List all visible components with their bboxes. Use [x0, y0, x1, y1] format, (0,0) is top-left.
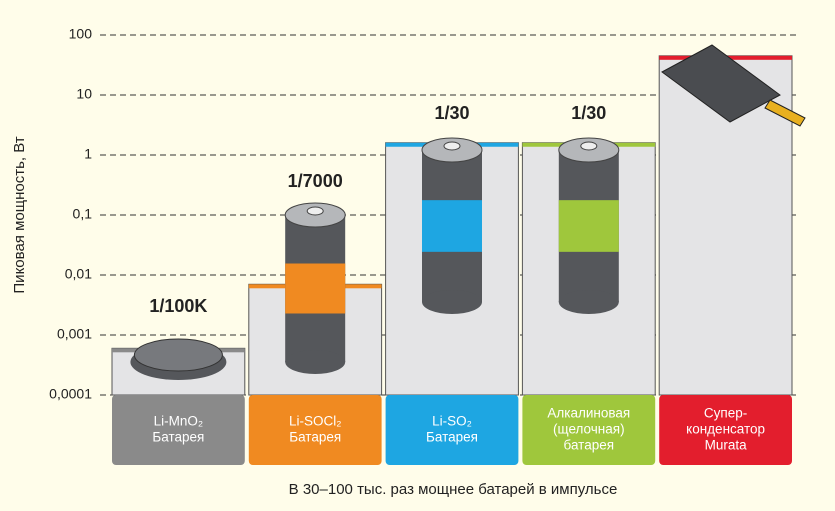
- y-tick-label: 100: [69, 26, 93, 42]
- battery-band: [422, 200, 482, 252]
- x-tick-label: (щелочная): [553, 422, 625, 437]
- x-tick-label: Li-SO₂: [432, 414, 472, 429]
- x-tick-label: Батарея: [289, 430, 341, 445]
- battery-band: [559, 200, 619, 252]
- y-tick-label: 0,0001: [49, 386, 92, 402]
- x-tick-label: Батарея: [152, 430, 204, 445]
- battery-bottom: [422, 290, 482, 314]
- y-tick-label: 0,001: [57, 326, 92, 342]
- x-tick-label: батарея: [564, 438, 615, 453]
- coin-cell-top: [134, 339, 222, 371]
- chart: Пиковая мощность, Вт В 30–100 тыс. раз м…: [0, 0, 835, 511]
- y-tick-label: 10: [76, 86, 92, 102]
- annotation: 1/7000: [288, 171, 343, 191]
- x-tick-label: Батарея: [426, 430, 478, 445]
- battery-bottom: [285, 350, 345, 374]
- annotation: 1/30: [434, 103, 469, 123]
- annotation: 1/30: [571, 103, 606, 123]
- annotation: 1/100K: [149, 296, 207, 316]
- x-tick-label: Супер-: [704, 406, 747, 421]
- battery-terminal: [581, 142, 597, 150]
- x-tick-label: Li-SOCl₂: [289, 414, 342, 429]
- battery-band: [285, 264, 345, 314]
- x-tick-label: конденсатор: [686, 422, 765, 437]
- battery-bottom: [559, 290, 619, 314]
- y-tick-label: 1: [84, 146, 92, 162]
- y-tick-label: 0,01: [65, 266, 92, 282]
- x-tick-label: Murata: [705, 438, 748, 453]
- y-tick-label: 0,1: [73, 206, 93, 222]
- x-tick-label: Алкалиновая: [547, 406, 630, 421]
- x-axis-label: В 30–100 тыс. раз мощнее батарей в импул…: [289, 481, 618, 498]
- x-tick-label: Li-MnO₂: [154, 414, 204, 429]
- battery-terminal: [307, 207, 323, 215]
- battery-terminal: [444, 142, 460, 150]
- y-axis-label: Пиковая мощность, Вт: [11, 136, 28, 293]
